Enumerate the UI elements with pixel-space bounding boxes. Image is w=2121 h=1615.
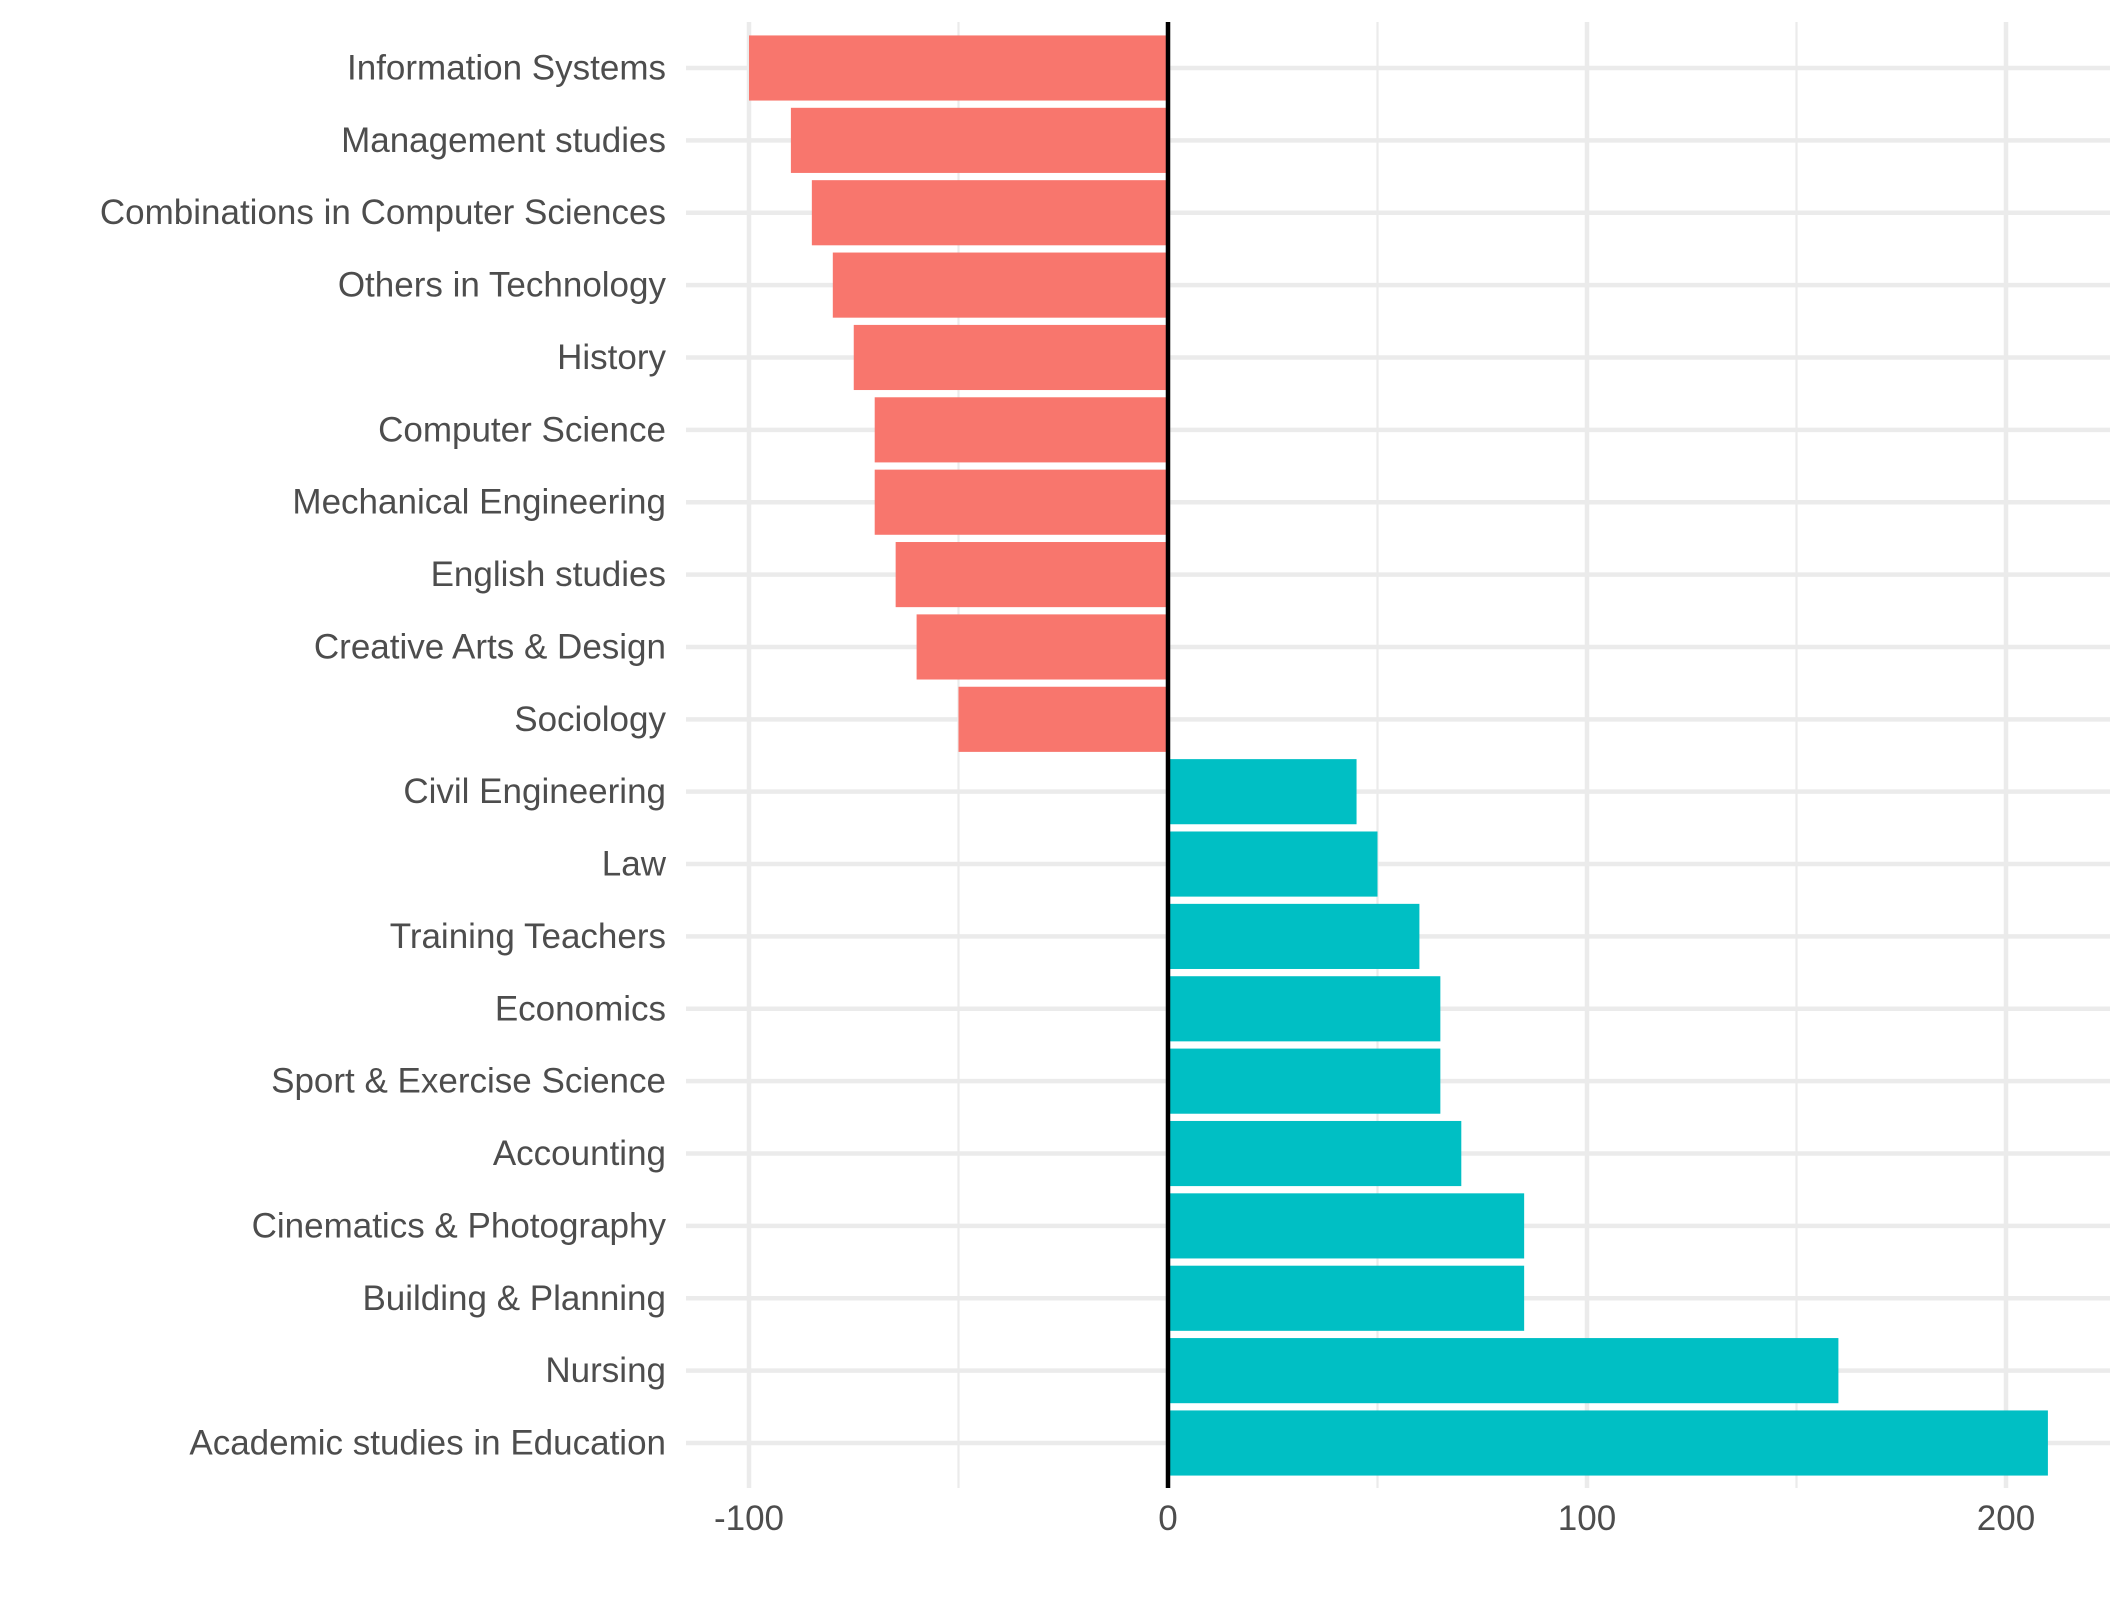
y-tick-label: Economics: [495, 989, 666, 1028]
y-tick-label: Management studies: [341, 121, 666, 160]
y-tick-label: Combinations in Computer Sciences: [100, 193, 666, 232]
bar: [874, 469, 1168, 535]
y-tick-label: History: [557, 338, 666, 377]
y-tick-label: Nursing: [545, 1351, 666, 1390]
y-tick-label: Sport & Exercise Science: [271, 1062, 666, 1101]
y-tick-label: Sociology: [514, 700, 666, 739]
bar: [811, 180, 1168, 246]
y-tick-label: Creative Arts & Design: [314, 627, 666, 666]
bar: [790, 107, 1168, 173]
x-tick-label: 0: [1158, 1499, 1177, 1538]
y-tick-label: Academic studies in Education: [189, 1424, 666, 1463]
y-tick-label: Computer Science: [378, 410, 666, 449]
bar: [1168, 1120, 1462, 1187]
y-tick-label: Civil Engineering: [403, 772, 666, 811]
bar: [1168, 903, 1420, 969]
bar: [1168, 831, 1378, 897]
y-tick-label: English studies: [431, 555, 666, 594]
bar: [895, 542, 1168, 608]
y-axis-labels: Information Systems Management studies Com…: [100, 49, 667, 1463]
bar: [1168, 1193, 1525, 1259]
y-tick-label: Building & Planning: [362, 1279, 666, 1318]
y-tick-label: Mechanical Engineering: [292, 483, 666, 522]
y-tick-label: Accounting: [493, 1134, 666, 1173]
bar: [1168, 1410, 2048, 1476]
bars: [749, 35, 2048, 1476]
y-tick-label: Training Teachers: [390, 917, 666, 956]
y-tick-label: Information Systems: [347, 49, 666, 88]
y-tick-label: Others in Technology: [338, 266, 667, 305]
bar: [853, 324, 1168, 391]
x-tick-label: -100: [714, 1499, 784, 1538]
bar: [958, 686, 1168, 752]
bar: [1168, 1265, 1525, 1331]
x-tick-label: 100: [1558, 1499, 1616, 1538]
bar: [874, 397, 1168, 463]
bar: [916, 614, 1168, 680]
bar: [1168, 976, 1441, 1042]
bar: [1168, 1338, 1839, 1404]
bar: [749, 35, 1168, 101]
bar: [1168, 1048, 1441, 1114]
bar: [832, 252, 1168, 318]
bar: [1168, 759, 1357, 825]
y-tick-label: Cinematics & Photography: [252, 1206, 667, 1245]
x-axis-labels: -100 0 100 200: [714, 1499, 2035, 1538]
y-tick-label: Law: [602, 845, 667, 884]
x-tick-label: 200: [1977, 1499, 2035, 1538]
